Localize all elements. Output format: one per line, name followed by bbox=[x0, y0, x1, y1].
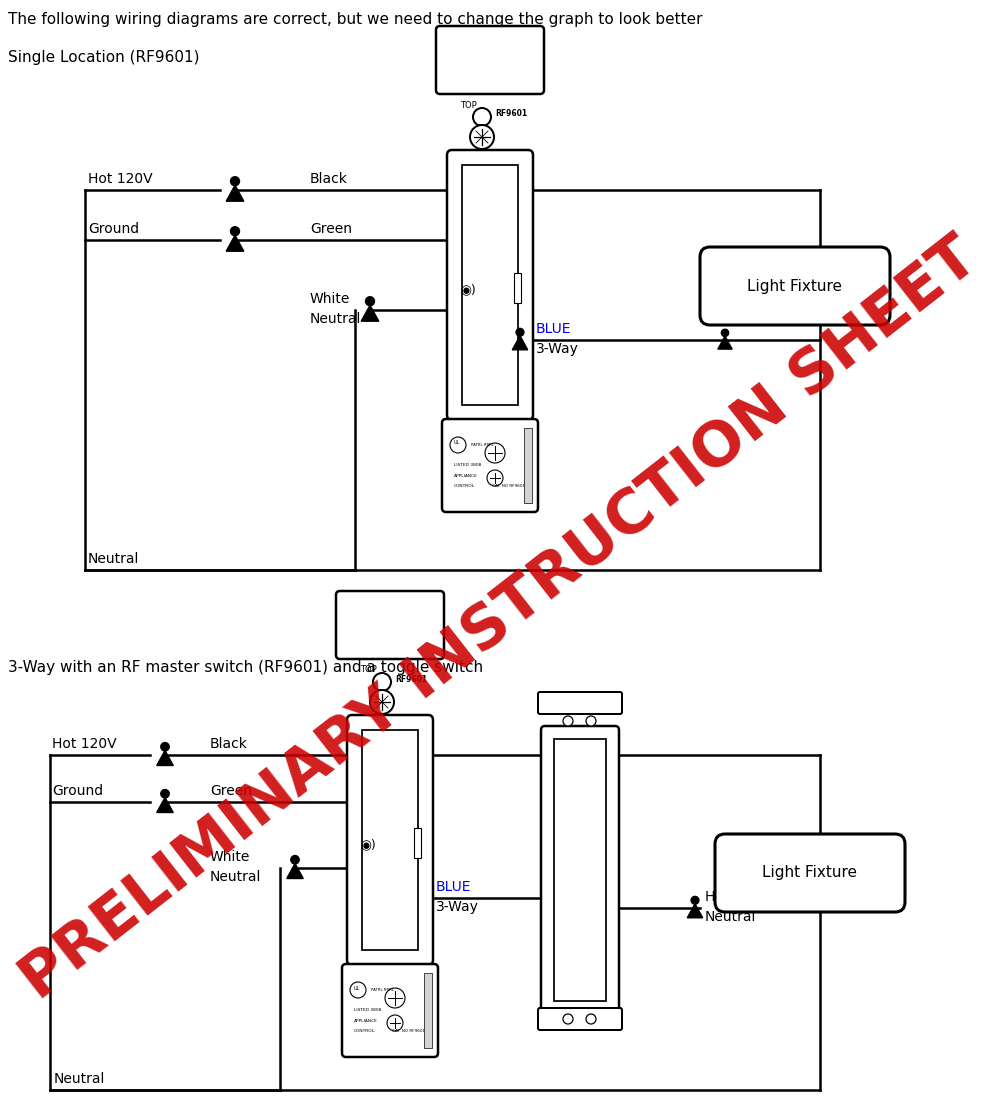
Text: Hot or: Hot or bbox=[705, 890, 748, 904]
Bar bbox=[554, 739, 606, 1001]
Text: Neutral: Neutral bbox=[210, 870, 262, 884]
Text: Neutral: Neutral bbox=[88, 552, 140, 566]
FancyBboxPatch shape bbox=[715, 834, 905, 911]
FancyBboxPatch shape bbox=[541, 726, 619, 1014]
Text: TOP: TOP bbox=[460, 101, 477, 109]
Bar bbox=[362, 731, 418, 949]
Text: Light Fixture: Light Fixture bbox=[763, 866, 857, 880]
Text: Light Fixture: Light Fixture bbox=[747, 278, 842, 294]
Text: UL: UL bbox=[454, 440, 461, 446]
Text: Black: Black bbox=[210, 737, 247, 751]
Text: APPLIANCE: APPLIANCE bbox=[354, 1019, 378, 1023]
Circle shape bbox=[161, 743, 169, 751]
Polygon shape bbox=[226, 236, 243, 251]
Polygon shape bbox=[687, 904, 703, 918]
Text: APPLIANCE: APPLIANCE bbox=[454, 474, 478, 478]
Text: PRELIMINARY INSTRUCTION SHEET: PRELIMINARY INSTRUCTION SHEET bbox=[10, 228, 990, 1012]
Text: ◉): ◉) bbox=[460, 284, 476, 296]
Circle shape bbox=[586, 716, 596, 726]
Circle shape bbox=[487, 470, 503, 486]
Bar bbox=[414, 828, 421, 858]
Text: Green: Green bbox=[210, 784, 252, 798]
Circle shape bbox=[161, 790, 169, 798]
Bar bbox=[424, 973, 432, 1048]
Text: BLUE: BLUE bbox=[436, 880, 472, 894]
Text: Hot 120V: Hot 120V bbox=[52, 737, 117, 751]
Circle shape bbox=[365, 297, 374, 306]
Text: White: White bbox=[210, 850, 250, 865]
Text: BLUE: BLUE bbox=[536, 322, 571, 336]
FancyBboxPatch shape bbox=[700, 247, 890, 325]
Circle shape bbox=[721, 330, 728, 336]
Text: UL: UL bbox=[354, 985, 360, 991]
Text: White: White bbox=[310, 292, 350, 306]
Text: 3-Way with an RF master switch (RF9601) and a toggle switch: 3-Way with an RF master switch (RF9601) … bbox=[8, 660, 483, 675]
Text: Ground: Ground bbox=[88, 222, 139, 236]
Text: Black: Black bbox=[310, 172, 348, 187]
FancyBboxPatch shape bbox=[447, 150, 533, 420]
Circle shape bbox=[470, 125, 494, 149]
Circle shape bbox=[385, 989, 405, 1008]
Circle shape bbox=[450, 437, 466, 454]
Text: TOP: TOP bbox=[360, 666, 377, 675]
Circle shape bbox=[370, 690, 394, 714]
Polygon shape bbox=[157, 798, 173, 812]
Text: The following wiring diagrams are correct, but we need to change the graph to lo: The following wiring diagrams are correc… bbox=[8, 12, 702, 27]
Polygon shape bbox=[157, 751, 173, 765]
Text: CONTROL.: CONTROL. bbox=[454, 484, 477, 488]
Circle shape bbox=[485, 443, 505, 464]
Text: Neutral: Neutral bbox=[705, 910, 757, 924]
Circle shape bbox=[563, 1014, 573, 1024]
FancyBboxPatch shape bbox=[538, 693, 622, 714]
Text: 3-Way: 3-Way bbox=[536, 342, 578, 356]
Text: RF9601: RF9601 bbox=[495, 109, 527, 118]
Text: Hot 120V: Hot 120V bbox=[88, 172, 153, 187]
Polygon shape bbox=[287, 863, 303, 878]
Text: CONTROL.: CONTROL. bbox=[354, 1029, 376, 1033]
Polygon shape bbox=[512, 336, 528, 350]
Circle shape bbox=[691, 896, 699, 905]
Polygon shape bbox=[718, 336, 732, 350]
Text: ◉): ◉) bbox=[360, 839, 376, 851]
Circle shape bbox=[230, 176, 239, 185]
FancyBboxPatch shape bbox=[538, 1008, 622, 1030]
Text: CAT. NO RF9601: CAT. NO RF9601 bbox=[492, 484, 525, 488]
Text: 3-Way: 3-Way bbox=[436, 900, 479, 914]
Circle shape bbox=[387, 1015, 403, 1031]
Text: LISTED 3808: LISTED 3808 bbox=[454, 464, 482, 467]
Bar bbox=[462, 165, 518, 405]
FancyBboxPatch shape bbox=[442, 419, 538, 512]
FancyBboxPatch shape bbox=[436, 26, 544, 94]
FancyBboxPatch shape bbox=[336, 591, 444, 659]
Polygon shape bbox=[226, 185, 243, 201]
Circle shape bbox=[373, 674, 391, 691]
Text: CAT. NO RF9601: CAT. NO RF9601 bbox=[392, 1029, 425, 1033]
Text: Green: Green bbox=[310, 222, 352, 236]
Bar bbox=[514, 273, 521, 303]
Circle shape bbox=[586, 1014, 596, 1024]
Text: RF9601: RF9601 bbox=[395, 675, 428, 684]
Circle shape bbox=[516, 328, 524, 336]
Circle shape bbox=[291, 856, 299, 863]
Text: PATRL RRRL: PATRL RRRL bbox=[371, 989, 394, 992]
Circle shape bbox=[563, 716, 573, 726]
Circle shape bbox=[473, 108, 491, 126]
FancyBboxPatch shape bbox=[347, 715, 433, 965]
Polygon shape bbox=[361, 305, 379, 322]
Text: Ground: Ground bbox=[52, 784, 104, 798]
Circle shape bbox=[230, 227, 239, 236]
Circle shape bbox=[350, 982, 366, 997]
Text: Single Location (RF9601): Single Location (RF9601) bbox=[8, 50, 199, 65]
Bar bbox=[524, 428, 532, 503]
Text: PATRL RRRL: PATRL RRRL bbox=[471, 443, 494, 447]
Text: Neutral: Neutral bbox=[310, 312, 361, 326]
FancyBboxPatch shape bbox=[342, 964, 438, 1057]
Text: Neutral: Neutral bbox=[54, 1072, 106, 1086]
Text: LISTED 3808: LISTED 3808 bbox=[354, 1008, 381, 1012]
